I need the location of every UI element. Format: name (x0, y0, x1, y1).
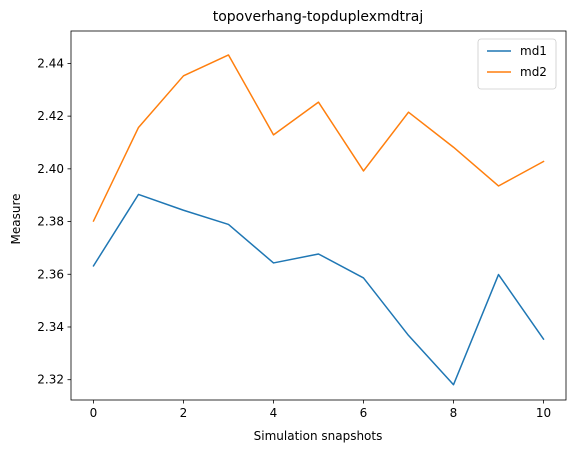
legend-label-md1: md1 (520, 44, 547, 58)
legend-label-md2: md2 (520, 65, 547, 79)
y-tick-label: 2.42 (37, 109, 64, 123)
series-line-md1 (92, 193, 545, 386)
y-tick-label: 2.38 (37, 215, 64, 229)
y-axis-label: Measure (9, 194, 23, 245)
series-line-md2 (92, 54, 545, 223)
x-tick-label: 10 (536, 406, 551, 420)
x-tick-label: 2 (180, 406, 188, 420)
y-tick-label: 2.44 (37, 56, 64, 70)
y-tick-label: 2.32 (37, 373, 64, 387)
chart-title: topoverhang-topduplexmdtraj (213, 9, 424, 25)
y-tick-label: 2.40 (37, 162, 64, 176)
y-tick-label: 2.34 (37, 320, 64, 334)
legend: md1 md2 (477, 38, 557, 90)
x-tick-label: 6 (360, 406, 368, 420)
plot-frame (70, 30, 567, 401)
x-tick-label: 8 (450, 406, 458, 420)
x-tick-label: 4 (270, 406, 278, 420)
x-axis-label: Simulation snapshots (254, 429, 383, 443)
y-tick-label: 2.36 (37, 267, 64, 281)
x-tick-label: 0 (90, 406, 98, 420)
